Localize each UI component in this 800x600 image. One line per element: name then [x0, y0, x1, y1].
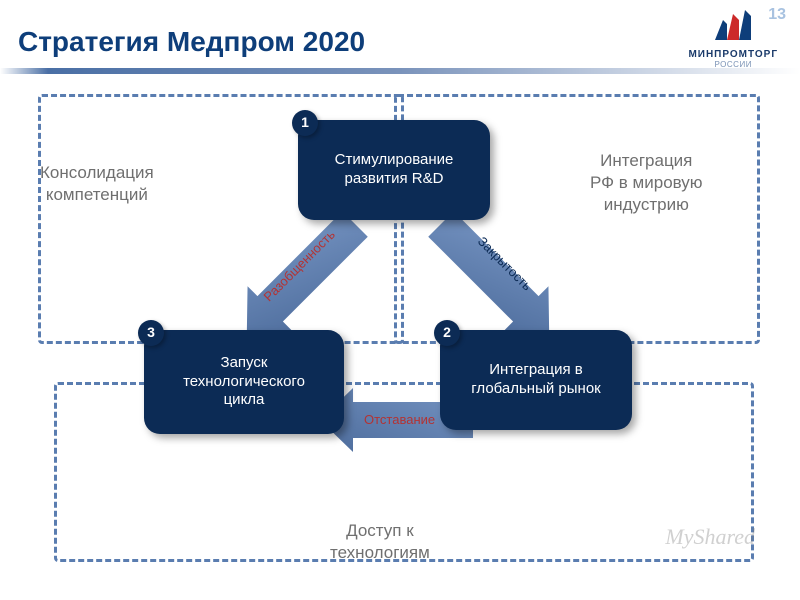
badge-left: 3: [138, 320, 164, 346]
logo: МИНПРОМТОРГ РОССИИ: [688, 10, 778, 69]
node-left: 3 Запуск технологического цикла: [144, 330, 344, 434]
node-left-label: Запуск технологического цикла: [183, 354, 305, 410]
outer-label-top-right: Интеграция РФ в мировую индустрию: [590, 150, 703, 216]
node-right-label: Интеграция в глобальный рынок: [471, 361, 601, 399]
badge-top: 1: [292, 110, 318, 136]
page-title: Стратегия Медпром 2020: [18, 26, 365, 58]
outer-label-top-left: Консолидация компетенций: [40, 162, 154, 206]
node-top: 1 Стимулирование развития R&D: [298, 120, 490, 220]
node-top-label: Стимулирование развития R&D: [335, 151, 454, 189]
diagram-canvas: Разобщенность Закрытость Отставание 1 Ст…: [0, 80, 800, 600]
logo-main: МИНПРОМТОРГ: [688, 49, 778, 60]
outer-label-bottom: Доступ к технологиям: [330, 520, 430, 564]
header-rule: [0, 68, 800, 74]
node-right: 2 Интеграция в глобальный рынок: [440, 330, 632, 430]
badge-right: 2: [434, 320, 460, 346]
arrow-label-bottom: Отставание: [364, 412, 435, 427]
